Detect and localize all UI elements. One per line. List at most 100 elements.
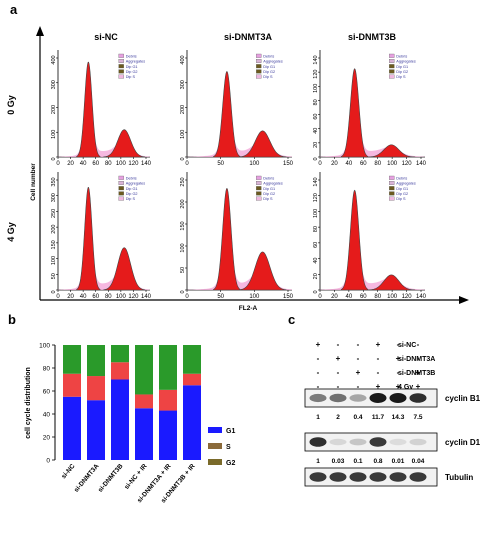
hist-legend-label: Aggregates (126, 60, 146, 64)
hist-legend-swatch (389, 191, 395, 196)
hist-ytick-label: 40 (313, 258, 319, 264)
hist-ytick-label: 100 (180, 243, 186, 252)
hist-g1-peak (340, 68, 369, 158)
hist-xtick-label: 0 (185, 294, 189, 300)
condition-sign: + (316, 340, 321, 349)
condition-sign: - (357, 354, 360, 363)
blot-value: 0.03 (332, 458, 345, 465)
hist-g1-peak (76, 187, 101, 291)
hist-legend-swatch (256, 74, 262, 79)
hist-xtick-label: 60 (360, 161, 367, 167)
condition-sign: - (417, 340, 420, 349)
bar-ytick-label: 40 (43, 412, 51, 419)
hist-ytick-label: 140 (313, 55, 319, 64)
hist-legend-swatch (256, 191, 262, 196)
bar-legend-swatch-G1 (208, 427, 222, 433)
hist-xtick-label: 100 (387, 294, 398, 300)
blot-label-1: cyclin D1 (445, 438, 481, 447)
bar-legend-swatch-G2 (208, 459, 222, 465)
hist-ytick-label: 150 (51, 240, 57, 249)
blot-band (389, 472, 407, 482)
condition-sign: + (416, 382, 421, 391)
bar-segment-S (135, 394, 153, 409)
hist-legend-swatch (256, 69, 262, 74)
blot-label-0: cyclin B1 (445, 394, 481, 403)
hist-legend-label: Dip G2 (126, 192, 138, 196)
blot-value: 0.1 (353, 458, 362, 465)
hist-xtick-label: 120 (128, 294, 139, 300)
blot-band (329, 472, 347, 482)
hist-xtick-label: 100 (249, 294, 260, 300)
hist-ytick-label: 100 (180, 130, 186, 139)
panel-a-ylabel: Cell number (30, 163, 37, 201)
hist-xtick-label: 20 (331, 161, 338, 167)
hist-xtick-label: 50 (217, 294, 224, 300)
hist-ytick-label: 120 (313, 193, 319, 202)
hist-ytick-label: 50 (180, 267, 186, 273)
hist-ytick-label: 200 (180, 199, 186, 208)
hist-xtick-label: 0 (185, 161, 189, 167)
blot-0: cyclin B1 1 2 0.4 11.7 14.3 7.5 (304, 388, 481, 421)
hist-xtick-label: 100 (116, 294, 127, 300)
hist-xtick-label: 140 (141, 161, 152, 167)
blot-band (389, 438, 407, 446)
hist-ytick-label: 300 (51, 80, 57, 89)
hist-xtick-label: 120 (128, 161, 139, 167)
condition-label-2: si-DNMT3B (398, 370, 435, 377)
hist-ytick-label: 60 (313, 114, 319, 120)
condition-sign: - (397, 368, 400, 377)
row-label-4gy: 4 Gy (6, 222, 16, 242)
hist-ytick-label: 350 (51, 177, 57, 186)
bar-group-3 (135, 345, 153, 460)
hist-legend-label: Aggregates (263, 60, 283, 64)
bar-segment-G2 (159, 345, 177, 390)
bar-segment-G1 (183, 385, 201, 460)
hist-legend-swatch (118, 196, 124, 201)
hist-ytick-label: 100 (313, 209, 319, 218)
panel-c-letter: c (288, 312, 295, 327)
bar-ytick-label: 0 (46, 458, 50, 465)
hist-legend-swatch (389, 175, 395, 180)
condition-sign: - (337, 368, 340, 377)
bar-segment-G2 (63, 345, 81, 374)
blot-value: 0.8 (373, 458, 382, 465)
column-title-2: si-DNMT3B (348, 32, 397, 42)
hist-legend-label: Dip G2 (263, 192, 275, 196)
hist-g1-peak (213, 187, 241, 291)
hist-ytick-label: 60 (313, 242, 319, 248)
panel-a-x-arrow (459, 296, 469, 304)
hist-ytick-label: 100 (51, 256, 57, 265)
hist-legend-swatch (256, 196, 262, 201)
hist-g1-peak (213, 70, 241, 158)
hist-g2-peak (367, 144, 416, 158)
hist-xtick-label: 0 (56, 294, 60, 300)
hist-legend-label: Debris (263, 54, 274, 58)
condition-sign: - (357, 340, 360, 349)
blot-value: 2 (336, 414, 340, 421)
hist-xtick-label: 80 (105, 161, 112, 167)
hist-legend-label: Debris (126, 54, 137, 58)
bar-group-0 (63, 345, 81, 460)
hist-xtick-label: 100 (116, 161, 127, 167)
hist-legend-label: Dip G1 (396, 187, 408, 191)
hist-xtick-label: 60 (92, 161, 99, 167)
blot-value: 7.5 (413, 414, 422, 421)
hist-legend-label: Aggregates (396, 60, 416, 64)
condition-label-3: 4 Gy (398, 384, 413, 391)
bar-ytick-label: 80 (43, 366, 51, 373)
hist-legend-label: Dip S (263, 197, 273, 201)
hist-xtick-label: 100 (249, 161, 260, 167)
hist-ytick-label: 0 (313, 290, 319, 293)
hist-ytick-label: 100 (313, 84, 319, 93)
blot-band (409, 472, 427, 482)
bar-segment-G2 (111, 345, 129, 363)
bar-segment-S (111, 362, 129, 380)
hist-ytick-label: 80 (313, 99, 319, 105)
hist-legend-swatch (256, 59, 262, 63)
bar-ylabel: cell cycle distribution (25, 367, 32, 439)
blot-value: 0.4 (353, 414, 362, 421)
hist-ytick-label: 250 (51, 209, 57, 218)
hist-legend-label: Aggregates (396, 182, 416, 186)
